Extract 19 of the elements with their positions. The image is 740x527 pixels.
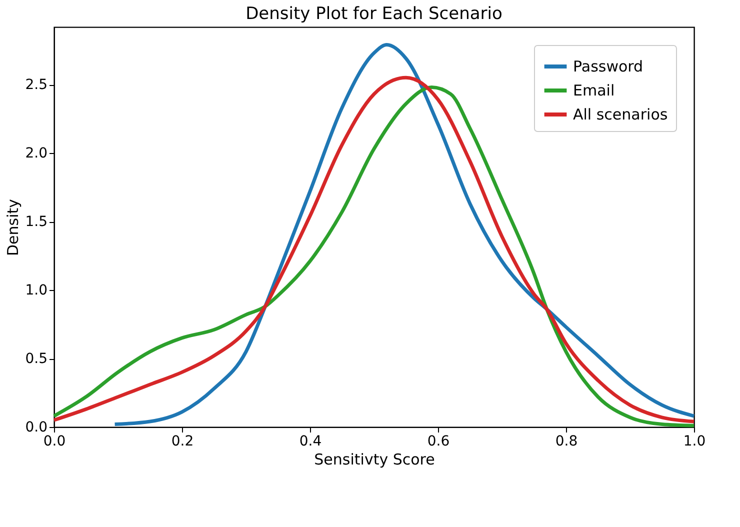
chart-title: Density Plot for Each Scenario	[246, 4, 502, 24]
legend-label: All scenarios	[573, 106, 668, 124]
x-tick-label: 0.8	[555, 434, 578, 450]
y-axis-title: Density	[4, 198, 22, 256]
legend-label: Password	[573, 58, 644, 76]
x-tick-label: 0.2	[171, 434, 194, 450]
y-tick-label: 0.5	[25, 351, 48, 368]
x-tick-label: 0.4	[299, 434, 322, 450]
line-series	[113, 43, 696, 426]
x-tick-label: 0.6	[427, 434, 450, 450]
y-tick-label: 2.0	[25, 146, 48, 162]
x-tick-label: 1.0	[683, 434, 706, 450]
y-tick-label: 1.5	[25, 214, 48, 230]
y-tick-label: 2.5	[25, 77, 48, 94]
y-tick-label: 0.0	[25, 420, 48, 436]
x-axis-title: Sensitivty Score	[314, 450, 435, 468]
x-tick-label: 0.0	[43, 434, 66, 450]
legend-label: Email	[573, 82, 615, 100]
y-tick-label: 1.0	[25, 282, 48, 299]
